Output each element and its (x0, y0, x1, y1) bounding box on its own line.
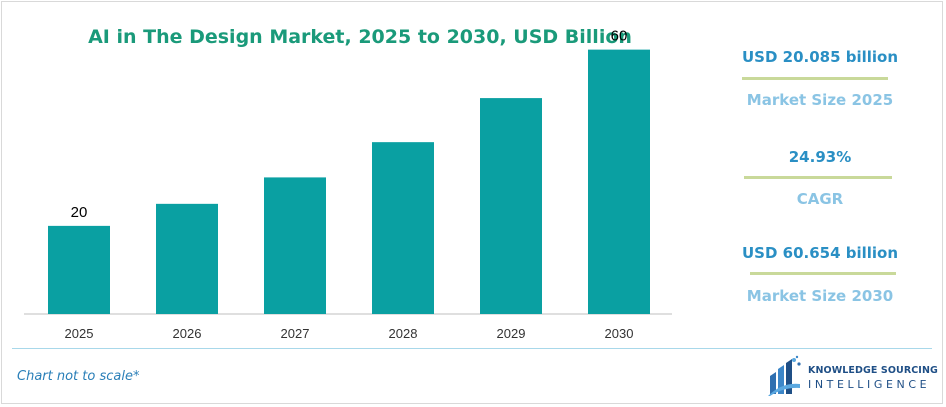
bars-group (48, 49, 650, 314)
chart-title: AI in The Design Market, 2025 to 2030, U… (88, 26, 632, 48)
stat-divider (742, 77, 888, 80)
logo-mark-icon (768, 355, 801, 396)
stat-divider (744, 176, 892, 179)
x-tick-label-2028: 2028 (389, 326, 418, 341)
bar-2026 (156, 203, 218, 314)
stat-cagr-value: 24.93% (788, 148, 852, 166)
stat-market-size-2025-value: USD 20.085 billion (741, 48, 899, 66)
x-tick-labels-group: 2025 2026 2027 2028 2029 2030 (65, 326, 634, 341)
bar-2027 (264, 177, 326, 314)
bar-2029 (480, 98, 542, 314)
x-tick-label-2030: 2030 (605, 326, 634, 341)
data-label-2030: 60 (611, 28, 628, 45)
x-tick-label-2025: 2025 (65, 326, 94, 341)
stat-divider (750, 272, 896, 275)
stat-market-size-2030-value: USD 60.654 billion (741, 244, 899, 262)
x-tick-label-2027: 2027 (281, 326, 310, 341)
company-logo: KNOWLEDGE SOURCING INTELLIGENCE (766, 354, 938, 398)
logo-wordmark-line1: KNOWLEDGE SOURCING (808, 365, 938, 376)
x-tick-label-2029: 2029 (497, 326, 526, 341)
logo-wordmark-line2: INTELLIGENCE (808, 378, 931, 391)
bar-2025 (48, 225, 110, 314)
stat-cagr-caption: CAGR (796, 190, 844, 208)
data-label-2025: 20 (71, 204, 88, 221)
x-tick-label-2026: 2026 (173, 326, 202, 341)
scale-note: Chart not to scale* (17, 369, 140, 384)
bar-2030 (588, 49, 650, 314)
footer-divider (12, 348, 932, 349)
stat-market-size-2030-caption: Market Size 2030 (746, 287, 894, 305)
stat-market-size-2025-caption: Market Size 2025 (746, 91, 894, 109)
bar-2028 (372, 142, 434, 314)
